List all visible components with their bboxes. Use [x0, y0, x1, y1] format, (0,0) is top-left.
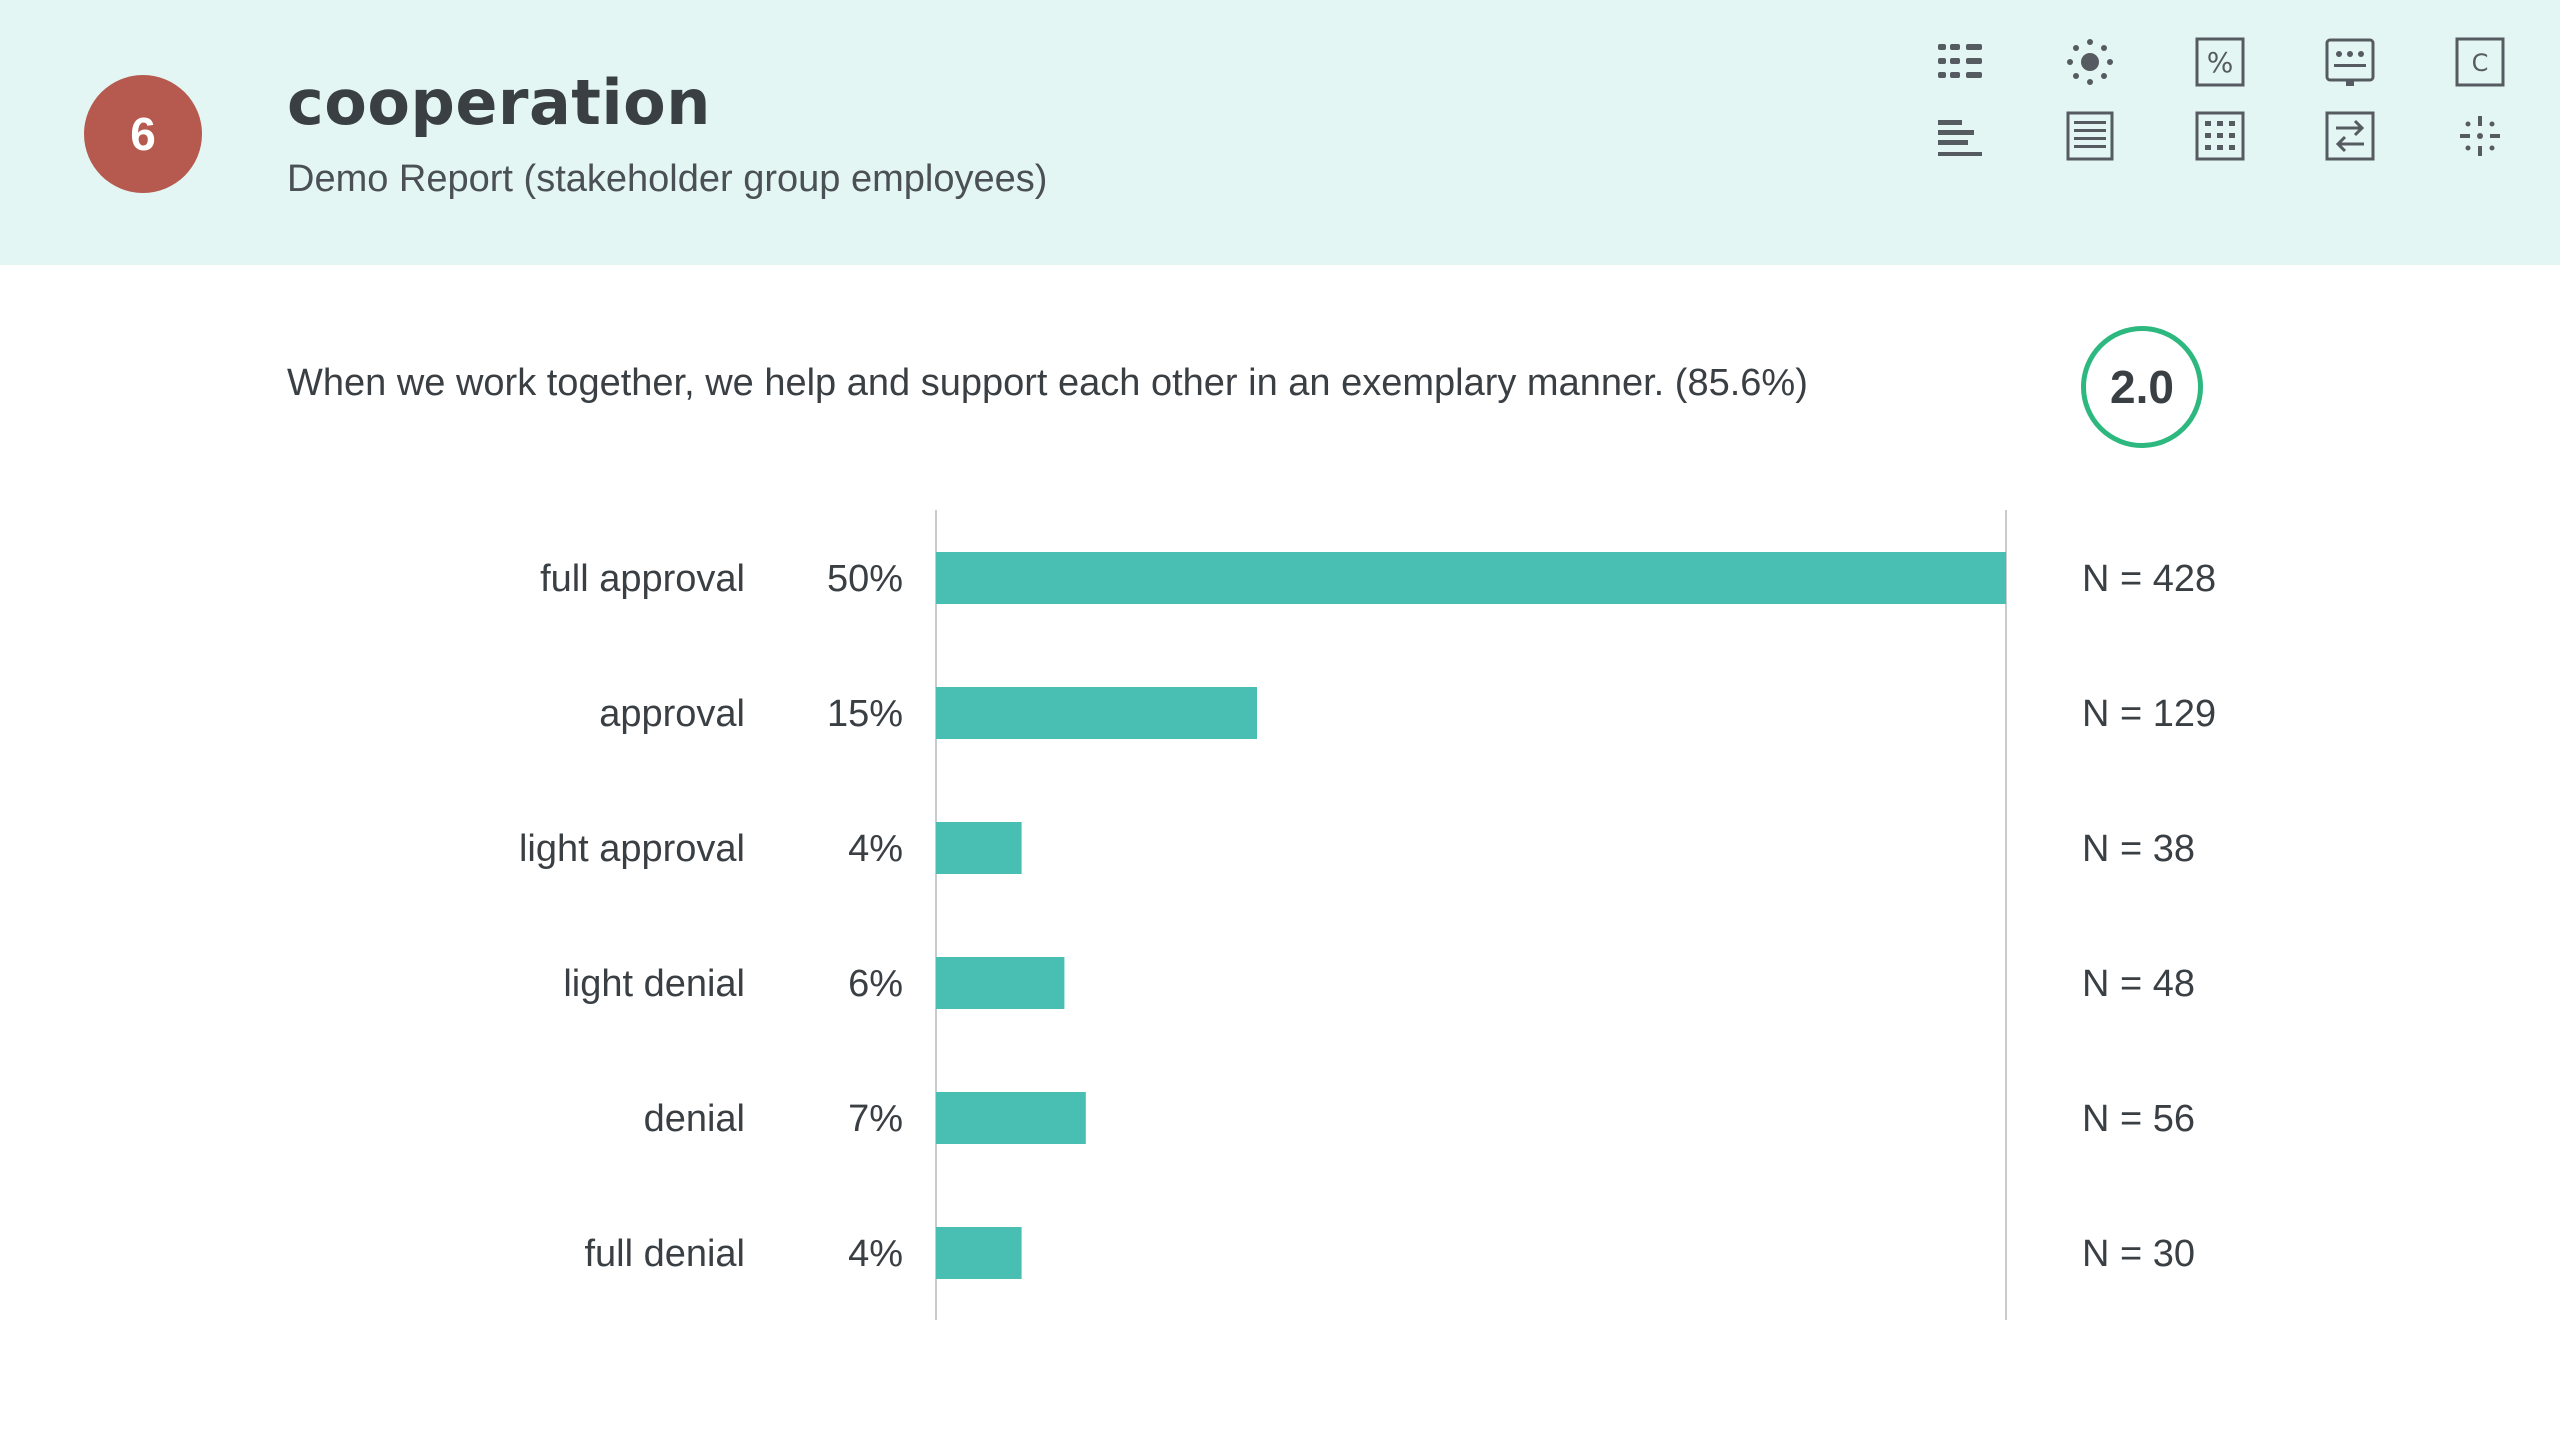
percent-label: 6%: [848, 963, 903, 1005]
swap-arrows-icon[interactable]: [2320, 106, 2380, 166]
document-icon[interactable]: [2060, 106, 2120, 166]
percent-label: 7%: [848, 1098, 903, 1140]
question-text: When we work together, we help and suppo…: [287, 362, 1808, 404]
c-box-icon-label: C: [2472, 49, 2489, 77]
category-label: full denial: [584, 1233, 745, 1275]
bar-0: [936, 552, 2006, 604]
percent-label: 15%: [827, 693, 903, 735]
c-box-icon[interactable]: C: [2450, 32, 2510, 92]
percent-label: 4%: [848, 1233, 903, 1275]
count-label: N = 428: [2082, 558, 2216, 600]
page-subtitle: Demo Report (stakeholder group employees…: [287, 158, 1048, 200]
bar-3: [936, 957, 1065, 1009]
grid-dots-icon[interactable]: [2190, 106, 2250, 166]
bar-align-icon[interactable]: [1930, 106, 1990, 166]
percent-icon[interactable]: %: [2190, 32, 2250, 92]
toolbar: % C: [1930, 22, 2530, 182]
category-label: light denial: [563, 963, 745, 1005]
category-label: denial: [644, 1098, 745, 1140]
percent-label: 50%: [827, 558, 903, 600]
count-label: N = 38: [2082, 828, 2195, 870]
dots-screen-icon[interactable]: [2320, 32, 2380, 92]
bar-2: [936, 822, 1022, 874]
bar-5: [936, 1227, 1022, 1279]
bar-1: [936, 687, 1257, 739]
report-header: 6 cooperation Demo Report (stakeholder g…: [0, 0, 2560, 265]
count-label: N = 56: [2082, 1098, 2195, 1140]
percent-label: 4%: [848, 828, 903, 870]
bar-4: [936, 1092, 1086, 1144]
sparkle-icon[interactable]: [2450, 106, 2510, 166]
category-label: approval: [599, 693, 745, 735]
category-label: light approval: [519, 828, 745, 870]
page-title: cooperation: [287, 66, 711, 139]
percent-icon-label: %: [2207, 46, 2234, 79]
category-label: full approval: [540, 558, 745, 600]
count-label: N = 48: [2082, 963, 2195, 1005]
question-number-badge: 6: [84, 75, 202, 193]
score-circle: 2.0: [2081, 326, 2203, 448]
list-view-icon[interactable]: [1930, 32, 1990, 92]
count-label: N = 129: [2082, 693, 2216, 735]
count-label: N = 30: [2082, 1233, 2195, 1275]
sun-icon[interactable]: [2060, 32, 2120, 92]
